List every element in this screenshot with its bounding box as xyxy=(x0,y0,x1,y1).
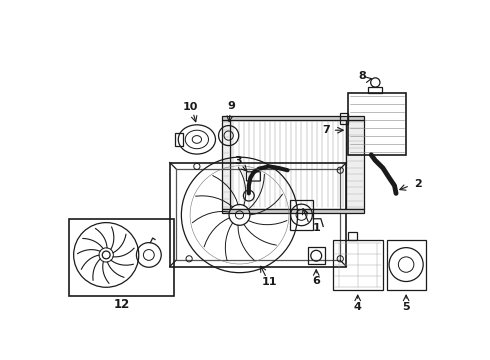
Text: 4: 4 xyxy=(354,302,362,311)
Bar xyxy=(387,239,425,289)
Bar xyxy=(333,239,383,289)
Bar xyxy=(230,120,346,209)
Bar xyxy=(69,219,173,296)
Bar xyxy=(176,169,340,260)
Text: 5: 5 xyxy=(402,302,410,311)
Bar xyxy=(170,163,346,266)
Bar xyxy=(222,116,364,120)
Text: 8: 8 xyxy=(358,71,366,81)
Text: 2: 2 xyxy=(414,179,421,189)
Text: 10: 10 xyxy=(183,102,198,112)
Text: 3: 3 xyxy=(234,156,242,166)
Bar xyxy=(290,199,313,230)
Text: 11: 11 xyxy=(261,277,277,287)
Bar xyxy=(368,87,382,93)
Text: 12: 12 xyxy=(113,298,129,311)
Bar xyxy=(340,113,348,124)
Text: 6: 6 xyxy=(312,276,320,286)
Text: 7: 7 xyxy=(322,125,330,135)
Bar xyxy=(348,232,357,239)
Bar xyxy=(222,209,364,213)
Bar xyxy=(308,247,325,264)
Bar xyxy=(346,120,364,209)
Text: 1: 1 xyxy=(312,223,320,233)
Bar xyxy=(175,133,183,145)
Bar xyxy=(222,120,230,209)
Text: 9: 9 xyxy=(227,101,235,111)
